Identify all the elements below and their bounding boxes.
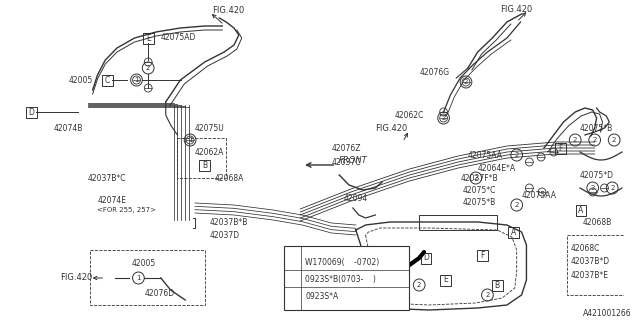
Text: A421001266: A421001266 <box>583 308 632 317</box>
Bar <box>477 250 488 260</box>
Text: D: D <box>28 108 34 116</box>
Text: 2: 2 <box>146 65 150 71</box>
Text: 0923S*B(0703-    ): 0923S*B(0703- ) <box>305 275 376 284</box>
Text: 42037F*B: 42037F*B <box>460 173 498 182</box>
Text: 42075*B: 42075*B <box>463 197 496 206</box>
Bar <box>492 279 502 291</box>
Bar <box>200 159 210 171</box>
Bar <box>102 75 113 85</box>
Text: 1: 1 <box>134 77 139 83</box>
Text: 42094: 42094 <box>343 194 367 203</box>
Text: 42068B: 42068B <box>583 218 612 227</box>
Text: 42074B: 42074B <box>54 124 83 132</box>
Text: 42037B*E: 42037B*E <box>570 271 608 281</box>
Bar <box>177 138 226 178</box>
Text: 42075*C: 42075*C <box>463 186 497 195</box>
Text: 2: 2 <box>474 175 478 181</box>
Text: 42075*D: 42075*D <box>580 171 614 180</box>
Text: 0923S*A: 0923S*A <box>305 292 339 301</box>
Bar <box>575 204 586 215</box>
Text: C: C <box>392 253 397 262</box>
Text: 2: 2 <box>610 185 614 191</box>
Text: F: F <box>558 143 563 153</box>
Text: FIG.420: FIG.420 <box>500 4 532 13</box>
Text: B: B <box>202 161 207 170</box>
Text: 42074E: 42074E <box>97 196 127 204</box>
Bar <box>508 227 519 237</box>
Text: 2: 2 <box>515 202 519 208</box>
Text: 2: 2 <box>464 79 468 85</box>
Bar <box>555 142 566 154</box>
Bar <box>284 246 409 310</box>
Text: 42005: 42005 <box>132 259 156 268</box>
Text: 42062C: 42062C <box>395 110 424 119</box>
Text: FIG.420: FIG.420 <box>60 274 93 283</box>
Bar <box>26 107 36 117</box>
Text: D: D <box>423 253 429 262</box>
Text: C: C <box>104 76 110 84</box>
Text: 42075AD: 42075AD <box>161 33 196 42</box>
Text: 42037B*B: 42037B*B <box>209 218 248 227</box>
Text: E: E <box>146 34 150 43</box>
Text: 2: 2 <box>593 137 597 143</box>
Text: B: B <box>495 281 500 290</box>
Text: 42037B*D: 42037B*D <box>570 258 609 267</box>
Text: 42075AA: 42075AA <box>468 150 503 159</box>
Text: 42075U: 42075U <box>195 124 225 132</box>
Text: 42076G: 42076G <box>419 68 449 76</box>
Bar <box>90 250 205 305</box>
Bar <box>568 235 624 295</box>
Bar <box>420 252 431 263</box>
Text: 42037D: 42037D <box>209 230 240 239</box>
Bar <box>390 252 400 263</box>
Bar <box>143 33 154 44</box>
Text: 42037C: 42037C <box>332 157 361 166</box>
Text: F: F <box>481 251 484 260</box>
Text: 2: 2 <box>291 293 295 300</box>
Text: 2: 2 <box>442 115 445 121</box>
Text: A: A <box>579 205 584 214</box>
Text: 42037B*C: 42037B*C <box>88 173 126 182</box>
Text: 2: 2 <box>591 185 595 191</box>
Text: 1: 1 <box>136 275 141 281</box>
Text: 42076Z: 42076Z <box>332 143 361 153</box>
Text: FIG.420: FIG.420 <box>375 124 408 132</box>
Text: 2: 2 <box>515 152 519 158</box>
Text: W170069(    -0702): W170069( -0702) <box>305 258 380 267</box>
Text: E: E <box>443 276 448 284</box>
Bar <box>440 275 451 285</box>
Text: 1: 1 <box>291 260 295 265</box>
Text: 42062A: 42062A <box>195 148 225 156</box>
Text: A: A <box>511 228 516 236</box>
Text: 42064E*A: 42064E*A <box>477 164 516 172</box>
Text: 2: 2 <box>573 137 577 143</box>
Text: FIG.420: FIG.420 <box>212 5 244 14</box>
Text: 2: 2 <box>485 292 490 298</box>
Text: 42068A: 42068A <box>214 173 244 182</box>
Text: 2: 2 <box>417 282 421 288</box>
Text: 42068C: 42068C <box>570 244 600 252</box>
Bar <box>419 215 497 230</box>
Text: 42076D: 42076D <box>144 289 175 298</box>
Text: 1: 1 <box>188 137 193 143</box>
Text: 42075*B: 42075*B <box>580 124 613 132</box>
Text: 42075AA: 42075AA <box>522 190 557 199</box>
Text: <FOR 255, 257>: <FOR 255, 257> <box>97 207 157 213</box>
Text: 42005: 42005 <box>68 76 93 84</box>
Text: FRONT: FRONT <box>339 156 368 164</box>
Text: 2: 2 <box>612 137 616 143</box>
